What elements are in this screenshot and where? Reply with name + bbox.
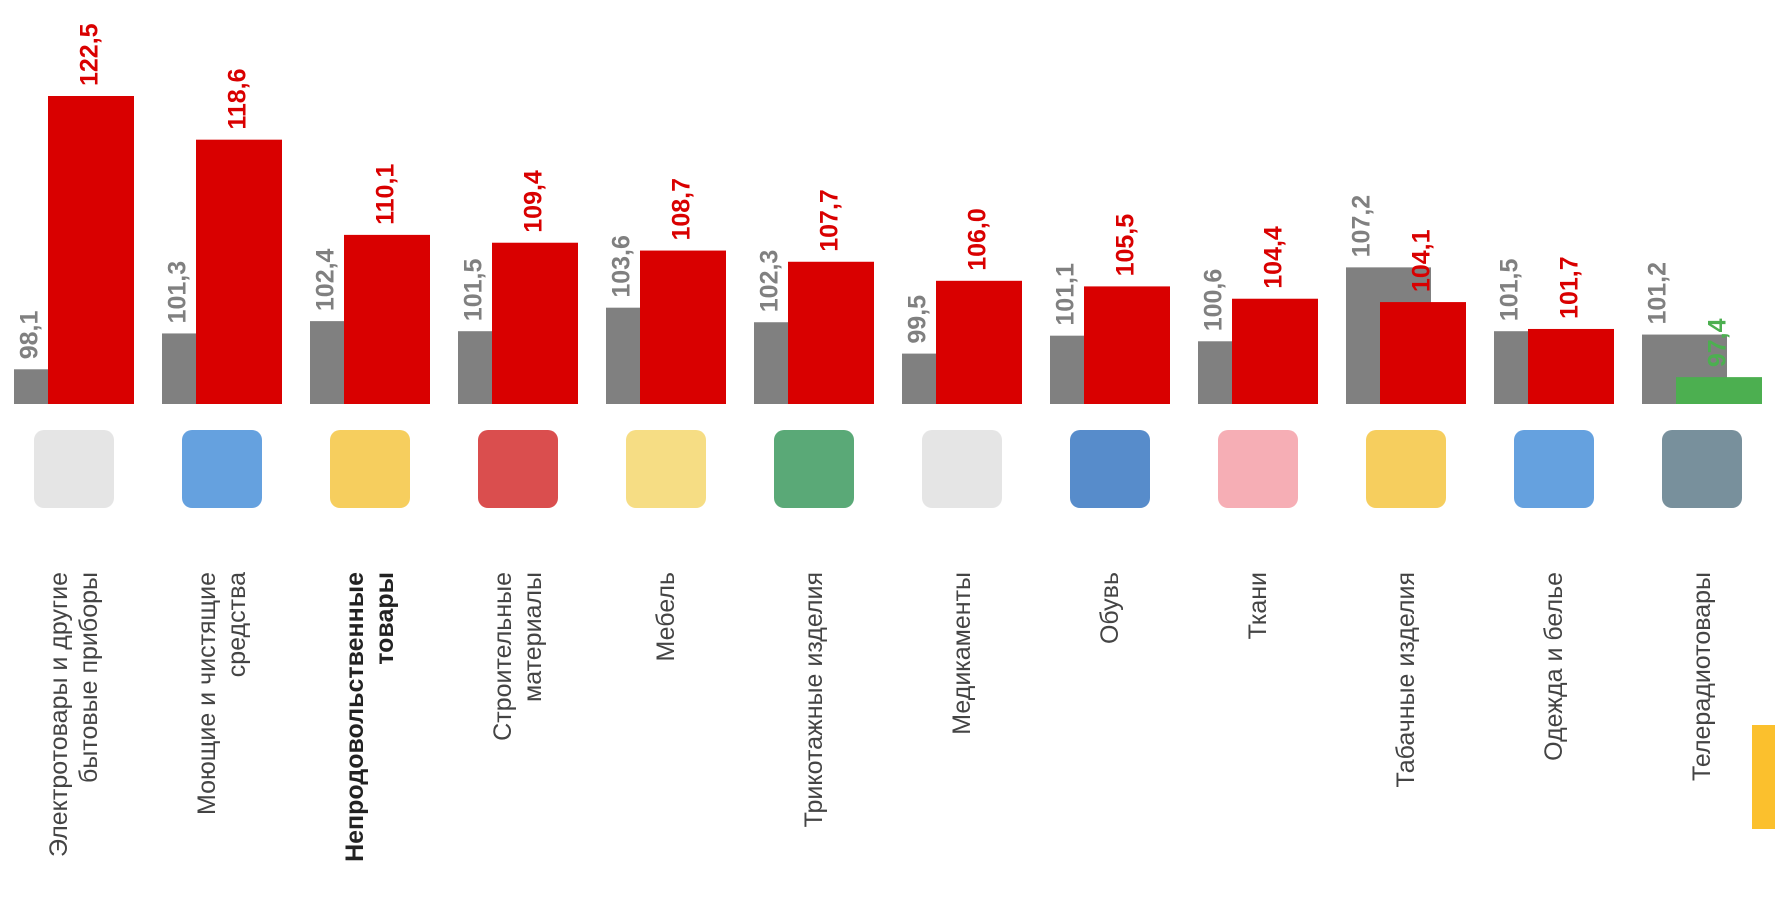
value-label: 106,0 — [964, 208, 992, 271]
value-label: 101,2 — [1644, 262, 1672, 325]
bar — [788, 261, 874, 404]
bar — [48, 96, 134, 404]
icon — [1662, 430, 1742, 508]
value-label: 100,6 — [1200, 269, 1228, 332]
value-label: 102,4 — [312, 248, 340, 311]
icon — [330, 430, 410, 508]
value-label: 98,1 — [16, 311, 44, 360]
category-label: Электротовары и другие бытовые приборы — [45, 572, 103, 857]
bar — [1676, 377, 1762, 404]
value-label: 99,5 — [904, 295, 932, 344]
category-label: Медикаменты — [948, 572, 976, 735]
value-label: 107,7 — [816, 189, 844, 252]
value-label: 97,4 — [1704, 318, 1732, 367]
bar — [1380, 302, 1466, 404]
value-label: 109,4 — [520, 170, 548, 233]
category-label: Моющие и чистящие средства — [193, 572, 251, 815]
value-label: 108,7 — [668, 178, 696, 241]
category-label: Телерадиотовары — [1688, 572, 1716, 781]
icon — [478, 430, 558, 508]
decoration — [1752, 725, 1775, 829]
value-label: 101,7 — [1556, 256, 1584, 319]
icon — [182, 430, 262, 508]
bar — [1232, 298, 1318, 404]
bar — [640, 250, 726, 404]
icon — [34, 430, 114, 508]
bar — [936, 280, 1022, 404]
category-label: Строительные материалы — [489, 572, 547, 741]
value-label: 104,4 — [1260, 226, 1288, 289]
category-label: Непродовольственные товары — [341, 572, 399, 862]
icon — [922, 430, 1002, 508]
icon — [1366, 430, 1446, 508]
value-label: 118,6 — [224, 68, 252, 129]
value-label: 110,1 — [372, 164, 400, 225]
value-label: 103,6 — [608, 235, 636, 298]
bar — [196, 139, 282, 404]
bar — [1528, 328, 1614, 404]
icon — [1514, 430, 1594, 508]
value-label: 101,5 — [460, 259, 488, 322]
category-label: Трикотажные изделия — [800, 572, 828, 828]
value-label: 102,3 — [756, 250, 784, 313]
value-label: 122,5 — [76, 23, 104, 86]
bar — [344, 234, 430, 404]
value-label: 101,1 — [1052, 263, 1080, 326]
bar — [492, 242, 578, 404]
icon — [626, 430, 706, 508]
category-label: Мебель — [652, 572, 680, 662]
category-label: Одежда и белье — [1540, 572, 1568, 761]
value-label: 107,2 — [1348, 195, 1376, 258]
value-label: 104,1 — [1408, 229, 1436, 292]
bar — [1084, 286, 1170, 404]
icon — [774, 430, 854, 508]
icon — [1218, 430, 1298, 508]
value-label: 101,3 — [164, 261, 192, 324]
category-label: Табачные изделия — [1392, 572, 1420, 788]
category-label: Обувь — [1096, 572, 1124, 645]
category-label: Ткани — [1244, 572, 1272, 640]
value-label: 105,5 — [1112, 214, 1140, 277]
icon — [1070, 430, 1150, 508]
value-label: 101,5 — [1496, 259, 1524, 322]
